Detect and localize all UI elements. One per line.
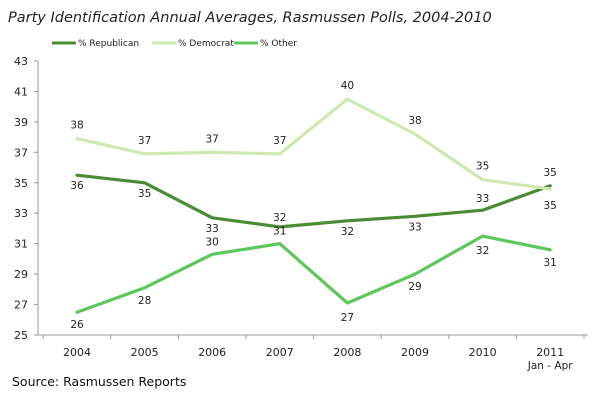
y-tick-label: 27 xyxy=(14,299,28,312)
data-label: 32 xyxy=(476,245,489,257)
x-tick-label: 2007 xyxy=(266,346,294,359)
y-tick-label: 25 xyxy=(14,329,28,342)
x-tick-label: 2006 xyxy=(198,346,226,359)
y-tick-label: 33 xyxy=(14,207,28,220)
y-tick-label: 41 xyxy=(14,85,28,98)
chart-title: Party Identification Annual Averages, Ra… xyxy=(8,10,492,26)
y-tick-label: 43 xyxy=(14,55,28,68)
x-tick-label: 2008 xyxy=(333,346,361,359)
data-label: 29 xyxy=(408,281,421,293)
x-tick-label: 2011 xyxy=(536,346,564,359)
legend-label-1: % Democrat xyxy=(178,39,234,49)
y-tick-label: 31 xyxy=(14,238,28,251)
data-label: 31 xyxy=(273,226,286,238)
data-label: 33 xyxy=(408,221,421,233)
axes: 25 27 29 31 33 35 37 39 41 43 2004 2005 2006 2007 2008… xyxy=(14,55,588,372)
y-tick-label: 37 xyxy=(14,146,28,159)
data-label: 30 xyxy=(206,236,219,248)
data-label: 36 xyxy=(70,180,84,192)
data-label: 35 xyxy=(544,167,557,179)
data-label: 37 xyxy=(206,133,219,145)
legend: % Republican % Democrat % Other xyxy=(52,39,297,49)
data-label: 32 xyxy=(341,226,354,238)
data-label: 38 xyxy=(408,115,421,127)
x-tick-label: 2004 xyxy=(63,346,91,359)
series-layer xyxy=(75,97,552,314)
legend-label-2: % Other xyxy=(260,39,297,49)
data-label: 40 xyxy=(341,80,354,92)
y-tick-label: 29 xyxy=(14,268,28,281)
series-line-0 xyxy=(75,173,552,229)
x-tick-label: 2010 xyxy=(469,346,497,359)
data-label: 37 xyxy=(273,135,286,147)
data-label: 32 xyxy=(273,212,286,224)
data-label: 28 xyxy=(138,295,151,307)
data-label: 33 xyxy=(476,193,489,205)
data-label: 26 xyxy=(70,319,84,331)
data-label: 35 xyxy=(476,161,489,173)
y-tick-label: 35 xyxy=(14,177,28,190)
data-label: 27 xyxy=(341,312,354,324)
data-label: 31 xyxy=(544,257,557,269)
x-tick-sublabel: Jan - Apr xyxy=(527,360,573,372)
data-labels: 36 35 33 32 32 33 33 35 38 37 37 37 40 38 35 35 26 28 30 31… xyxy=(70,80,557,331)
legend-label-0: % Republican xyxy=(78,39,139,49)
source-note: Source: Rasmussen Reports xyxy=(12,374,186,389)
data-label: 35 xyxy=(138,188,151,200)
series-line-2 xyxy=(75,234,552,314)
series-line-1 xyxy=(75,97,552,191)
data-label: 37 xyxy=(138,135,151,147)
data-label: 38 xyxy=(70,120,83,132)
data-label: 33 xyxy=(206,223,219,235)
data-label: 35 xyxy=(544,200,557,212)
x-tick-label: 2009 xyxy=(401,346,429,359)
y-tick-label: 39 xyxy=(14,116,28,129)
x-tick-label: 2005 xyxy=(131,346,159,359)
